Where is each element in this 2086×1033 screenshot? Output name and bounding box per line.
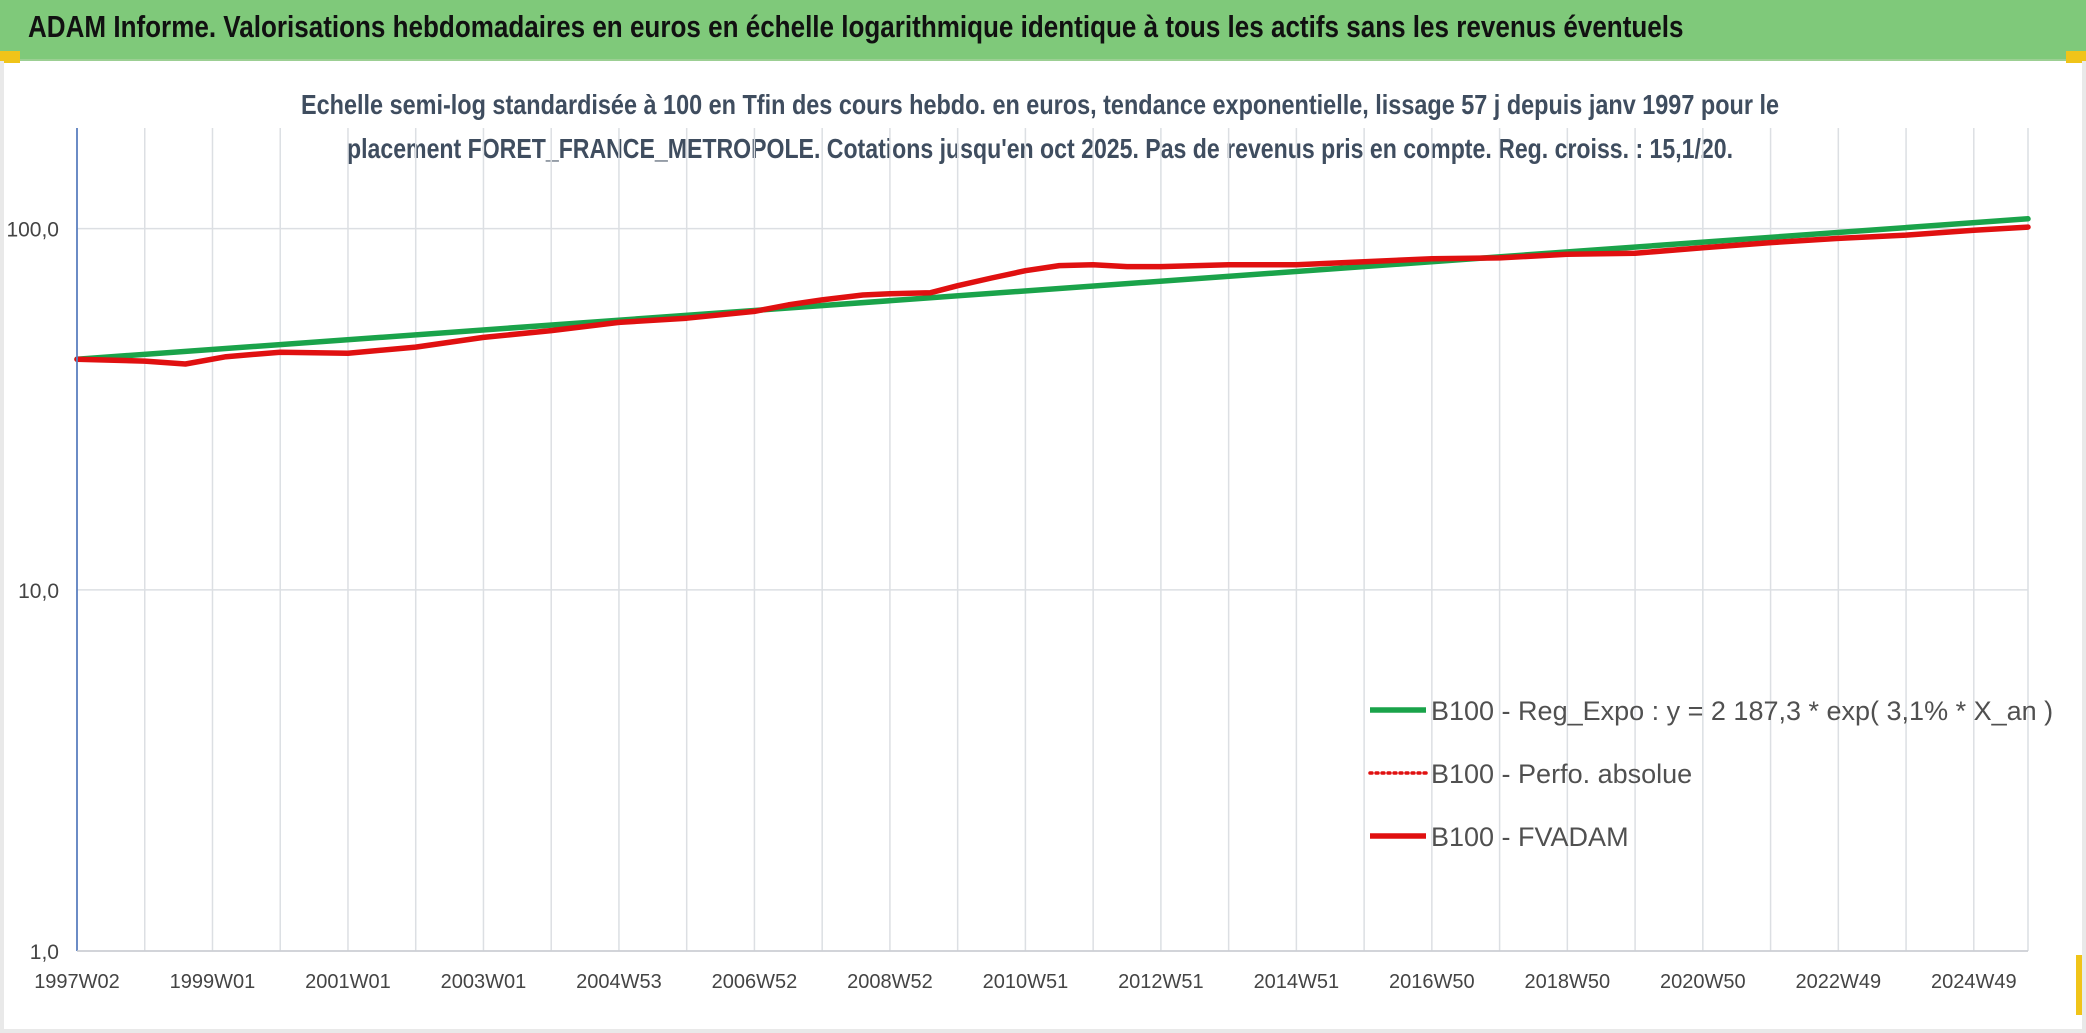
x-tick-label: 2003W01 xyxy=(441,971,527,993)
x-tick-label: 2012W51 xyxy=(1118,971,1204,993)
y-tick-label: 100,0 xyxy=(6,219,59,242)
legend-label-2: B100 - Perfo. absolue xyxy=(1431,759,1692,789)
x-tick-label: 2010W51 xyxy=(983,971,1069,993)
x-tick-label: 2016W50 xyxy=(1389,971,1475,993)
x-tick-label: 2008W52 xyxy=(847,971,933,993)
header-banner: ADAM Informe. Valorisations hebdomadaire… xyxy=(0,0,2086,61)
series-line-3 xyxy=(74,224,2031,367)
x-tick-label: 1999W01 xyxy=(170,971,256,993)
x-tick-label: 2014W51 xyxy=(1254,971,1340,993)
x-tick-label: 2020W50 xyxy=(1660,971,1746,993)
legend-label-1: B100 - Reg_Expo : y = 2 187,3 * exp( 3,1… xyxy=(1431,696,2053,726)
x-tick-label: 2022W49 xyxy=(1796,971,1882,993)
x-tick-label: 2004W53 xyxy=(576,971,662,993)
x-tick-label: 2024W49 xyxy=(1931,971,2017,993)
chart-title-line-1: Echelle semi-log standardisée à 100 en T… xyxy=(301,89,1779,120)
y-tick-label: 10,0 xyxy=(18,580,59,603)
axes: 1,0 10,0 100,0 1997W02 1999W01 2001W01 2003W01… xyxy=(6,128,2028,993)
chart-title-line-2: placement FORET_FRANCE_METROPOLE. Cotati… xyxy=(347,133,1733,164)
corner-marker-left xyxy=(0,51,20,63)
y-tick-label: 1,0 xyxy=(30,941,59,964)
chart-title: Echelle semi-log standardisée à 100 en T… xyxy=(301,89,1779,164)
corner-marker-bottom-right xyxy=(2076,955,2086,1015)
series-line-1 xyxy=(74,216,2031,362)
grid xyxy=(77,128,2029,952)
x-tick-label: 2006W52 xyxy=(712,971,798,993)
x-tick-label: 1997W02 xyxy=(34,971,120,993)
plot-area xyxy=(74,216,2031,367)
corner-marker-right xyxy=(2066,51,2086,63)
chart-frame xyxy=(0,61,2086,1033)
x-tick-label: 2001W01 xyxy=(305,971,391,993)
banner-title: ADAM Informe. Valorisations hebdomadaire… xyxy=(28,9,1684,44)
x-tick-label: 2018W50 xyxy=(1525,971,1611,993)
legend: B100 - Reg_Expo : y = 2 187,3 * exp( 3,1… xyxy=(1368,696,2053,852)
legend-label-3: B100 - FVADAM xyxy=(1431,822,1629,852)
